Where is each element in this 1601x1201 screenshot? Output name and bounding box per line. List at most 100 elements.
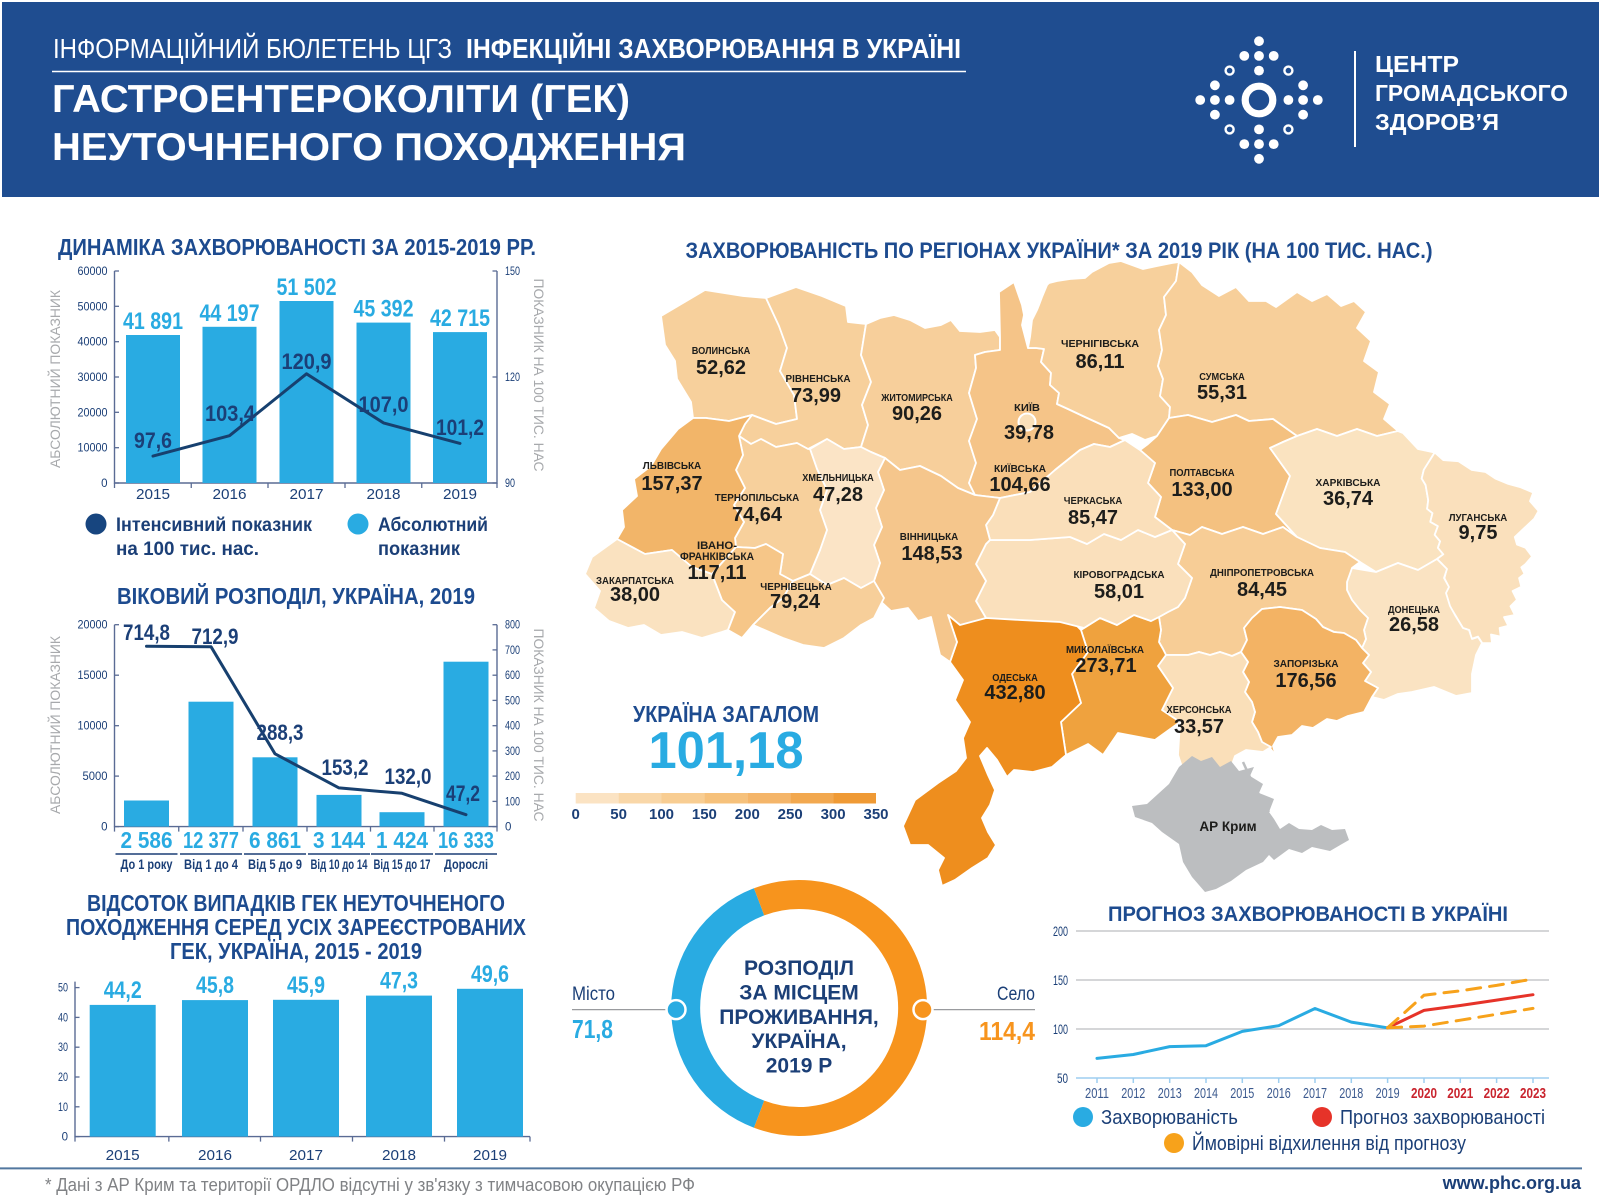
- svg-text:60000: 60000: [78, 266, 108, 278]
- svg-text:ВОЛИНСЬКА: ВОЛИНСЬКА: [692, 345, 751, 357]
- svg-text:12 377: 12 377: [183, 827, 239, 853]
- svg-text:ДНІПРОПЕТРОВСЬКА: ДНІПРОПЕТРОВСЬКА: [1210, 567, 1314, 579]
- svg-text:44,2: 44,2: [104, 977, 142, 1004]
- svg-text:50: 50: [610, 806, 627, 823]
- svg-text:350: 350: [863, 806, 888, 823]
- svg-text:100: 100: [505, 796, 520, 808]
- svg-text:52,62: 52,62: [696, 357, 746, 379]
- svg-text:90: 90: [505, 478, 515, 490]
- svg-text:85,47: 85,47: [1068, 507, 1118, 529]
- svg-text:УКРАЇНА ЗАГАЛОМ: УКРАЇНА ЗАГАЛОМ: [633, 701, 819, 727]
- svg-text:38,00: 38,00: [610, 584, 660, 606]
- svg-text:300: 300: [505, 746, 520, 758]
- svg-text:2016: 2016: [213, 486, 247, 503]
- svg-text:2022: 2022: [1484, 1085, 1510, 1102]
- svg-text:712,9: 712,9: [192, 624, 239, 649]
- svg-text:ПРОЖИВАННЯ,: ПРОЖИВАННЯ,: [719, 1006, 879, 1029]
- svg-text:16 333: 16 333: [438, 827, 494, 853]
- svg-text:2014: 2014: [1194, 1085, 1218, 1102]
- svg-text:120: 120: [505, 372, 520, 384]
- svg-text:114,4: 114,4: [979, 1016, 1035, 1046]
- svg-text:НЕУТОЧНЕНОГО ПОХОДЖЕННЯ: НЕУТОЧНЕНОГО ПОХОДЖЕННЯ: [52, 126, 686, 169]
- svg-text:600: 600: [505, 670, 520, 682]
- svg-text:www.phc.org.ua: www.phc.org.ua: [1442, 1173, 1582, 1193]
- svg-text:117,11: 117,11: [688, 562, 747, 584]
- svg-text:Прогноз захворюваності: Прогноз захворюваності: [1340, 1107, 1545, 1129]
- svg-text:104,66: 104,66: [989, 474, 1050, 496]
- svg-text:2019: 2019: [473, 1147, 507, 1164]
- svg-text:51 502: 51 502: [277, 274, 337, 301]
- svg-text:49,6: 49,6: [471, 961, 509, 988]
- svg-text:2015: 2015: [136, 486, 170, 503]
- svg-text:2017: 2017: [1303, 1085, 1327, 1102]
- svg-text:800: 800: [505, 620, 520, 632]
- svg-text:Від 15 до 17: Від 15 до 17: [374, 856, 431, 872]
- svg-text:ГАСТРОЕНТЕРОКОЛІТИ (ГЕК): ГАСТРОЕНТЕРОКОЛІТИ (ГЕК): [52, 78, 630, 121]
- svg-text:50: 50: [58, 983, 68, 995]
- svg-text:714,8: 714,8: [123, 620, 170, 645]
- svg-text:ЖИТОМИРСЬКА: ЖИТОМИРСЬКА: [880, 392, 953, 404]
- svg-text:ВІДСОТОК ВИПАДКІВ ГЕК НЕУТОЧНЕ: ВІДСОТОК ВИПАДКІВ ГЕК НЕУТОЧНЕНОГО: [87, 890, 505, 916]
- svg-text:20: 20: [58, 1072, 68, 1084]
- svg-text:132,0: 132,0: [385, 764, 432, 789]
- svg-text:ВІКОВИЙ РОЗПОДІЛ, УКРАЇНА, 201: ВІКОВИЙ РОЗПОДІЛ, УКРАЇНА, 2019: [117, 582, 475, 609]
- svg-text:47,3: 47,3: [380, 968, 418, 995]
- svg-text:ЛЬВІВСЬКА: ЛЬВІВСЬКА: [643, 460, 702, 472]
- svg-text:2019 Р: 2019 Р: [766, 1055, 833, 1078]
- svg-text:400: 400: [505, 721, 520, 733]
- svg-text:133,00: 133,00: [1171, 479, 1232, 501]
- svg-text:300: 300: [821, 806, 846, 823]
- svg-text:176,56: 176,56: [1275, 670, 1336, 692]
- svg-text:МИКОЛАЇВСЬКА: МИКОЛАЇВСЬКА: [1066, 643, 1144, 656]
- svg-text:АБСОЛЮТНИЙ ПОКАЗНИК: АБСОЛЮТНИЙ ПОКАЗНИК: [46, 635, 63, 814]
- svg-text:КИЇВСЬКА: КИЇВСЬКА: [994, 462, 1046, 475]
- svg-text:273,71: 273,71: [1075, 655, 1136, 677]
- svg-text:2017: 2017: [289, 1147, 323, 1164]
- svg-text:157,37: 157,37: [641, 473, 702, 495]
- svg-text:ЧЕРКАСЬКА: ЧЕРКАСЬКА: [1064, 495, 1123, 507]
- svg-text:ВІННИЦЬКА: ВІННИЦЬКА: [900, 531, 959, 543]
- svg-text:Інтенсивний показник: Інтенсивний показник: [116, 515, 312, 536]
- svg-text:200: 200: [735, 806, 760, 823]
- svg-text:50: 50: [1057, 1070, 1068, 1086]
- svg-text:ГРОМАДСЬКОГО: ГРОМАДСЬКОГО: [1375, 80, 1568, 106]
- svg-text:2016: 2016: [198, 1147, 232, 1164]
- svg-text:ХМЕЛЬНИЦЬКА: ХМЕЛЬНИЦЬКА: [802, 472, 874, 484]
- svg-text:0: 0: [572, 806, 580, 823]
- svg-text:153,2: 153,2: [322, 755, 369, 780]
- svg-text:ІНФОРМАЦІЙНИЙ БЮЛЕТЕНЬ ЦГЗ: ІНФОРМАЦІЙНИЙ БЮЛЕТЕНЬ ЦГЗ: [53, 33, 452, 64]
- svg-text:Село: Село: [997, 984, 1035, 1005]
- svg-text:700: 700: [505, 645, 520, 657]
- svg-text:ХАРКІВСЬКА: ХАРКІВСЬКА: [1316, 477, 1381, 489]
- svg-text:ЗАПОРІЗЬКА: ЗАПОРІЗЬКА: [1274, 658, 1339, 670]
- svg-text:ЗАХВОРЮВАНІСТЬ ПО РЕГІОНАХ УКР: ЗАХВОРЮВАНІСТЬ ПО РЕГІОНАХ УКРАЇНИ* ЗА 2…: [686, 238, 1433, 263]
- svg-text:120,9: 120,9: [282, 349, 332, 374]
- svg-text:47,2: 47,2: [446, 781, 480, 806]
- svg-text:ТЕРНОПІЛЬСЬКА: ТЕРНОПІЛЬСЬКА: [715, 492, 800, 504]
- svg-text:148,53: 148,53: [901, 543, 962, 565]
- svg-text:* Дані з АР Крим та території: * Дані з АР Крим та території ОРДЛО відс…: [45, 1175, 695, 1195]
- svg-text:100: 100: [1053, 1021, 1068, 1037]
- svg-text:ЛУГАНСЬКА: ЛУГАНСЬКА: [1449, 512, 1508, 524]
- svg-text:86,11: 86,11: [1076, 351, 1125, 373]
- svg-text:103,4: 103,4: [205, 401, 256, 426]
- svg-text:До 1 року: До 1 року: [121, 856, 173, 872]
- svg-text:Від 10 до 14: Від 10 до 14: [311, 856, 368, 872]
- svg-text:30000: 30000: [78, 372, 108, 384]
- svg-text:101,2: 101,2: [436, 415, 484, 440]
- svg-text:40: 40: [58, 1012, 68, 1024]
- svg-text:ЗДОРОВ’Я: ЗДОРОВ’Я: [1375, 109, 1499, 135]
- svg-text:58,01: 58,01: [1094, 581, 1144, 603]
- svg-text:2017: 2017: [290, 486, 324, 503]
- svg-text:45,8: 45,8: [196, 972, 234, 999]
- svg-text:ЗАКАРПАТСЬКА: ЗАКАРПАТСЬКА: [596, 575, 674, 587]
- svg-text:101,18: 101,18: [649, 722, 804, 780]
- svg-text:0: 0: [62, 1132, 68, 1144]
- svg-text:10000: 10000: [78, 721, 108, 733]
- svg-text:0: 0: [101, 478, 107, 490]
- svg-text:ЧЕРНІГІВСЬКА: ЧЕРНІГІВСЬКА: [1061, 338, 1139, 350]
- svg-text:АР Крим: АР Крим: [1199, 819, 1256, 834]
- svg-text:ФРАНКІВСЬКА: ФРАНКІВСЬКА: [680, 551, 754, 563]
- svg-text:45 392: 45 392: [354, 296, 414, 323]
- svg-text:40000: 40000: [78, 337, 108, 349]
